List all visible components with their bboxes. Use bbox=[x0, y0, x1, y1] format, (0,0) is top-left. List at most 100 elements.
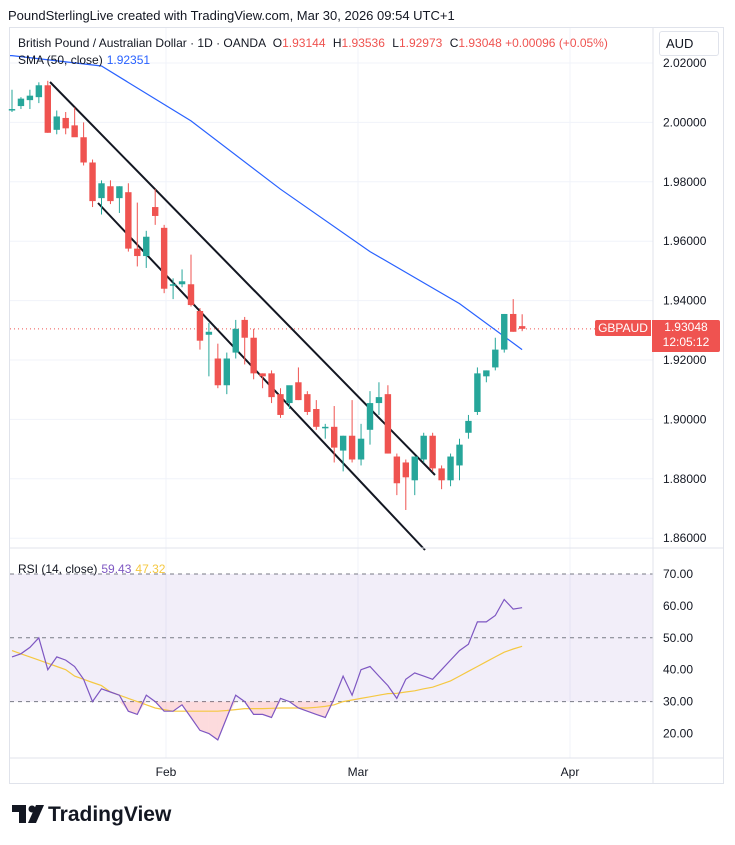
candle-body bbox=[438, 468, 445, 481]
candle-body bbox=[429, 435, 436, 469]
rsi-oversold-fill bbox=[128, 701, 138, 715]
rsi-tick-label: 30.00 bbox=[663, 695, 693, 709]
low-value: 1.92973 bbox=[398, 36, 443, 50]
candle-body bbox=[232, 328, 239, 353]
candle-body bbox=[116, 186, 123, 199]
sma-value: 1.92351 bbox=[106, 53, 151, 67]
last-price-tag: 1.93048 12:05:12 bbox=[652, 320, 720, 352]
candle-body bbox=[71, 125, 78, 138]
candle-body bbox=[420, 435, 427, 460]
close-label: C bbox=[449, 36, 459, 50]
axes: 1.86000 1.88000 1.90000 1.92000 1.94000 1.960… bbox=[10, 28, 724, 784]
price-tick-label: 1.98000 bbox=[663, 175, 707, 189]
rsi-tick-label: 50.00 bbox=[663, 631, 693, 645]
candle-body bbox=[402, 462, 409, 478]
candle-body bbox=[98, 183, 105, 199]
candle-body bbox=[483, 370, 490, 377]
candle-body bbox=[348, 435, 356, 460]
candle-body bbox=[17, 98, 25, 107]
rsi-line bbox=[11, 598, 523, 741]
candle-body bbox=[89, 162, 96, 202]
candle-body bbox=[411, 456, 418, 481]
rsi-value: 59.43 bbox=[101, 562, 132, 576]
candle-body bbox=[214, 358, 222, 386]
price-tick-label: 1.92000 bbox=[663, 353, 707, 367]
price-tick-label: 2.00000 bbox=[663, 115, 707, 129]
candle-body bbox=[250, 337, 257, 374]
open-label: O bbox=[272, 36, 283, 50]
candle-body bbox=[277, 394, 284, 415]
candle-body bbox=[366, 403, 374, 430]
candle-body bbox=[510, 313, 517, 332]
candle-body bbox=[26, 95, 34, 101]
rsi-tick-label: 20.00 bbox=[663, 727, 693, 741]
candle-body bbox=[62, 117, 69, 129]
price-tick-label: 1.96000 bbox=[663, 234, 707, 248]
candle-body bbox=[160, 227, 168, 289]
candle-body bbox=[447, 456, 454, 481]
time-tick-label: Feb bbox=[156, 765, 177, 779]
chart-frame bbox=[9, 27, 724, 784]
candle-body bbox=[53, 116, 60, 130]
candle-body bbox=[322, 426, 329, 429]
sma-legend: SMA (50, close) 1.92351 bbox=[18, 53, 150, 67]
symbol-price-tag: GBPAUD bbox=[595, 320, 651, 336]
low-label: L bbox=[392, 36, 399, 50]
candle-body bbox=[125, 192, 132, 249]
tradingview-logo-text: TradingView bbox=[48, 803, 172, 826]
candle-body bbox=[80, 137, 87, 163]
candle-body bbox=[44, 85, 51, 133]
candle-body bbox=[313, 409, 320, 427]
rsi-label: RSI (14, close) bbox=[18, 562, 98, 576]
candle-body bbox=[492, 349, 499, 368]
rsi-tick-label: 40.00 bbox=[663, 663, 693, 677]
candle-body bbox=[465, 420, 472, 433]
price-tick-label: 2.02000 bbox=[663, 56, 707, 70]
rsi-oversold-fill bbox=[164, 701, 174, 712]
price-tick-label: 1.86000 bbox=[663, 531, 707, 545]
change-value: +0.00096 (+0.05%) bbox=[505, 36, 608, 50]
candle-body bbox=[339, 435, 347, 451]
channel-lower-line bbox=[97, 202, 426, 551]
open-value: 1.93144 bbox=[282, 36, 326, 50]
rsi-oversold-fill bbox=[262, 701, 272, 718]
candle-body bbox=[268, 373, 275, 398]
high-label: H bbox=[332, 36, 342, 50]
rsi-oversold-fill bbox=[119, 701, 129, 712]
rsi-ma-value: 47.32 bbox=[135, 562, 166, 576]
candle-body bbox=[259, 373, 266, 377]
candle-body bbox=[223, 358, 230, 386]
candle-body bbox=[501, 313, 508, 350]
bar-countdown: 12:05:12 bbox=[662, 335, 710, 349]
rsi-oversold-fill bbox=[173, 701, 183, 712]
price-pane bbox=[8, 28, 653, 758]
close-value: 1.93048 bbox=[458, 36, 502, 50]
candle-body bbox=[35, 85, 43, 98]
price-tick-label: 1.90000 bbox=[663, 412, 707, 426]
channel-upper-line bbox=[49, 81, 436, 476]
rsi-tick-label: 60.00 bbox=[663, 599, 693, 613]
candle-body bbox=[357, 438, 365, 460]
price-tick-label: 1.88000 bbox=[663, 472, 707, 486]
rsi-legend: RSI (14, close) 59.43 47.32 bbox=[18, 562, 165, 576]
candle-body bbox=[143, 236, 150, 257]
candle-body bbox=[295, 382, 302, 401]
candle-body bbox=[187, 284, 195, 306]
candle-body bbox=[384, 394, 392, 454]
candle-body bbox=[205, 331, 213, 335]
candle-body bbox=[241, 319, 248, 338]
rsi-oversold-fill bbox=[199, 701, 209, 734]
time-tick-label: Apr bbox=[561, 765, 580, 779]
candle-body bbox=[134, 248, 141, 257]
candle-body bbox=[169, 284, 177, 286]
candle-body bbox=[286, 385, 293, 404]
sma-line bbox=[10, 55, 523, 351]
candle-body bbox=[107, 186, 114, 202]
rsi-oversold-fill bbox=[191, 701, 200, 731]
candle-body bbox=[393, 456, 401, 484]
rsi-ma-line bbox=[11, 645, 523, 712]
currency-selector[interactable]: AUD bbox=[659, 31, 719, 56]
tradingview-logo[interactable]: TradingView bbox=[12, 803, 171, 827]
rsi-oversold-fill bbox=[137, 701, 147, 715]
